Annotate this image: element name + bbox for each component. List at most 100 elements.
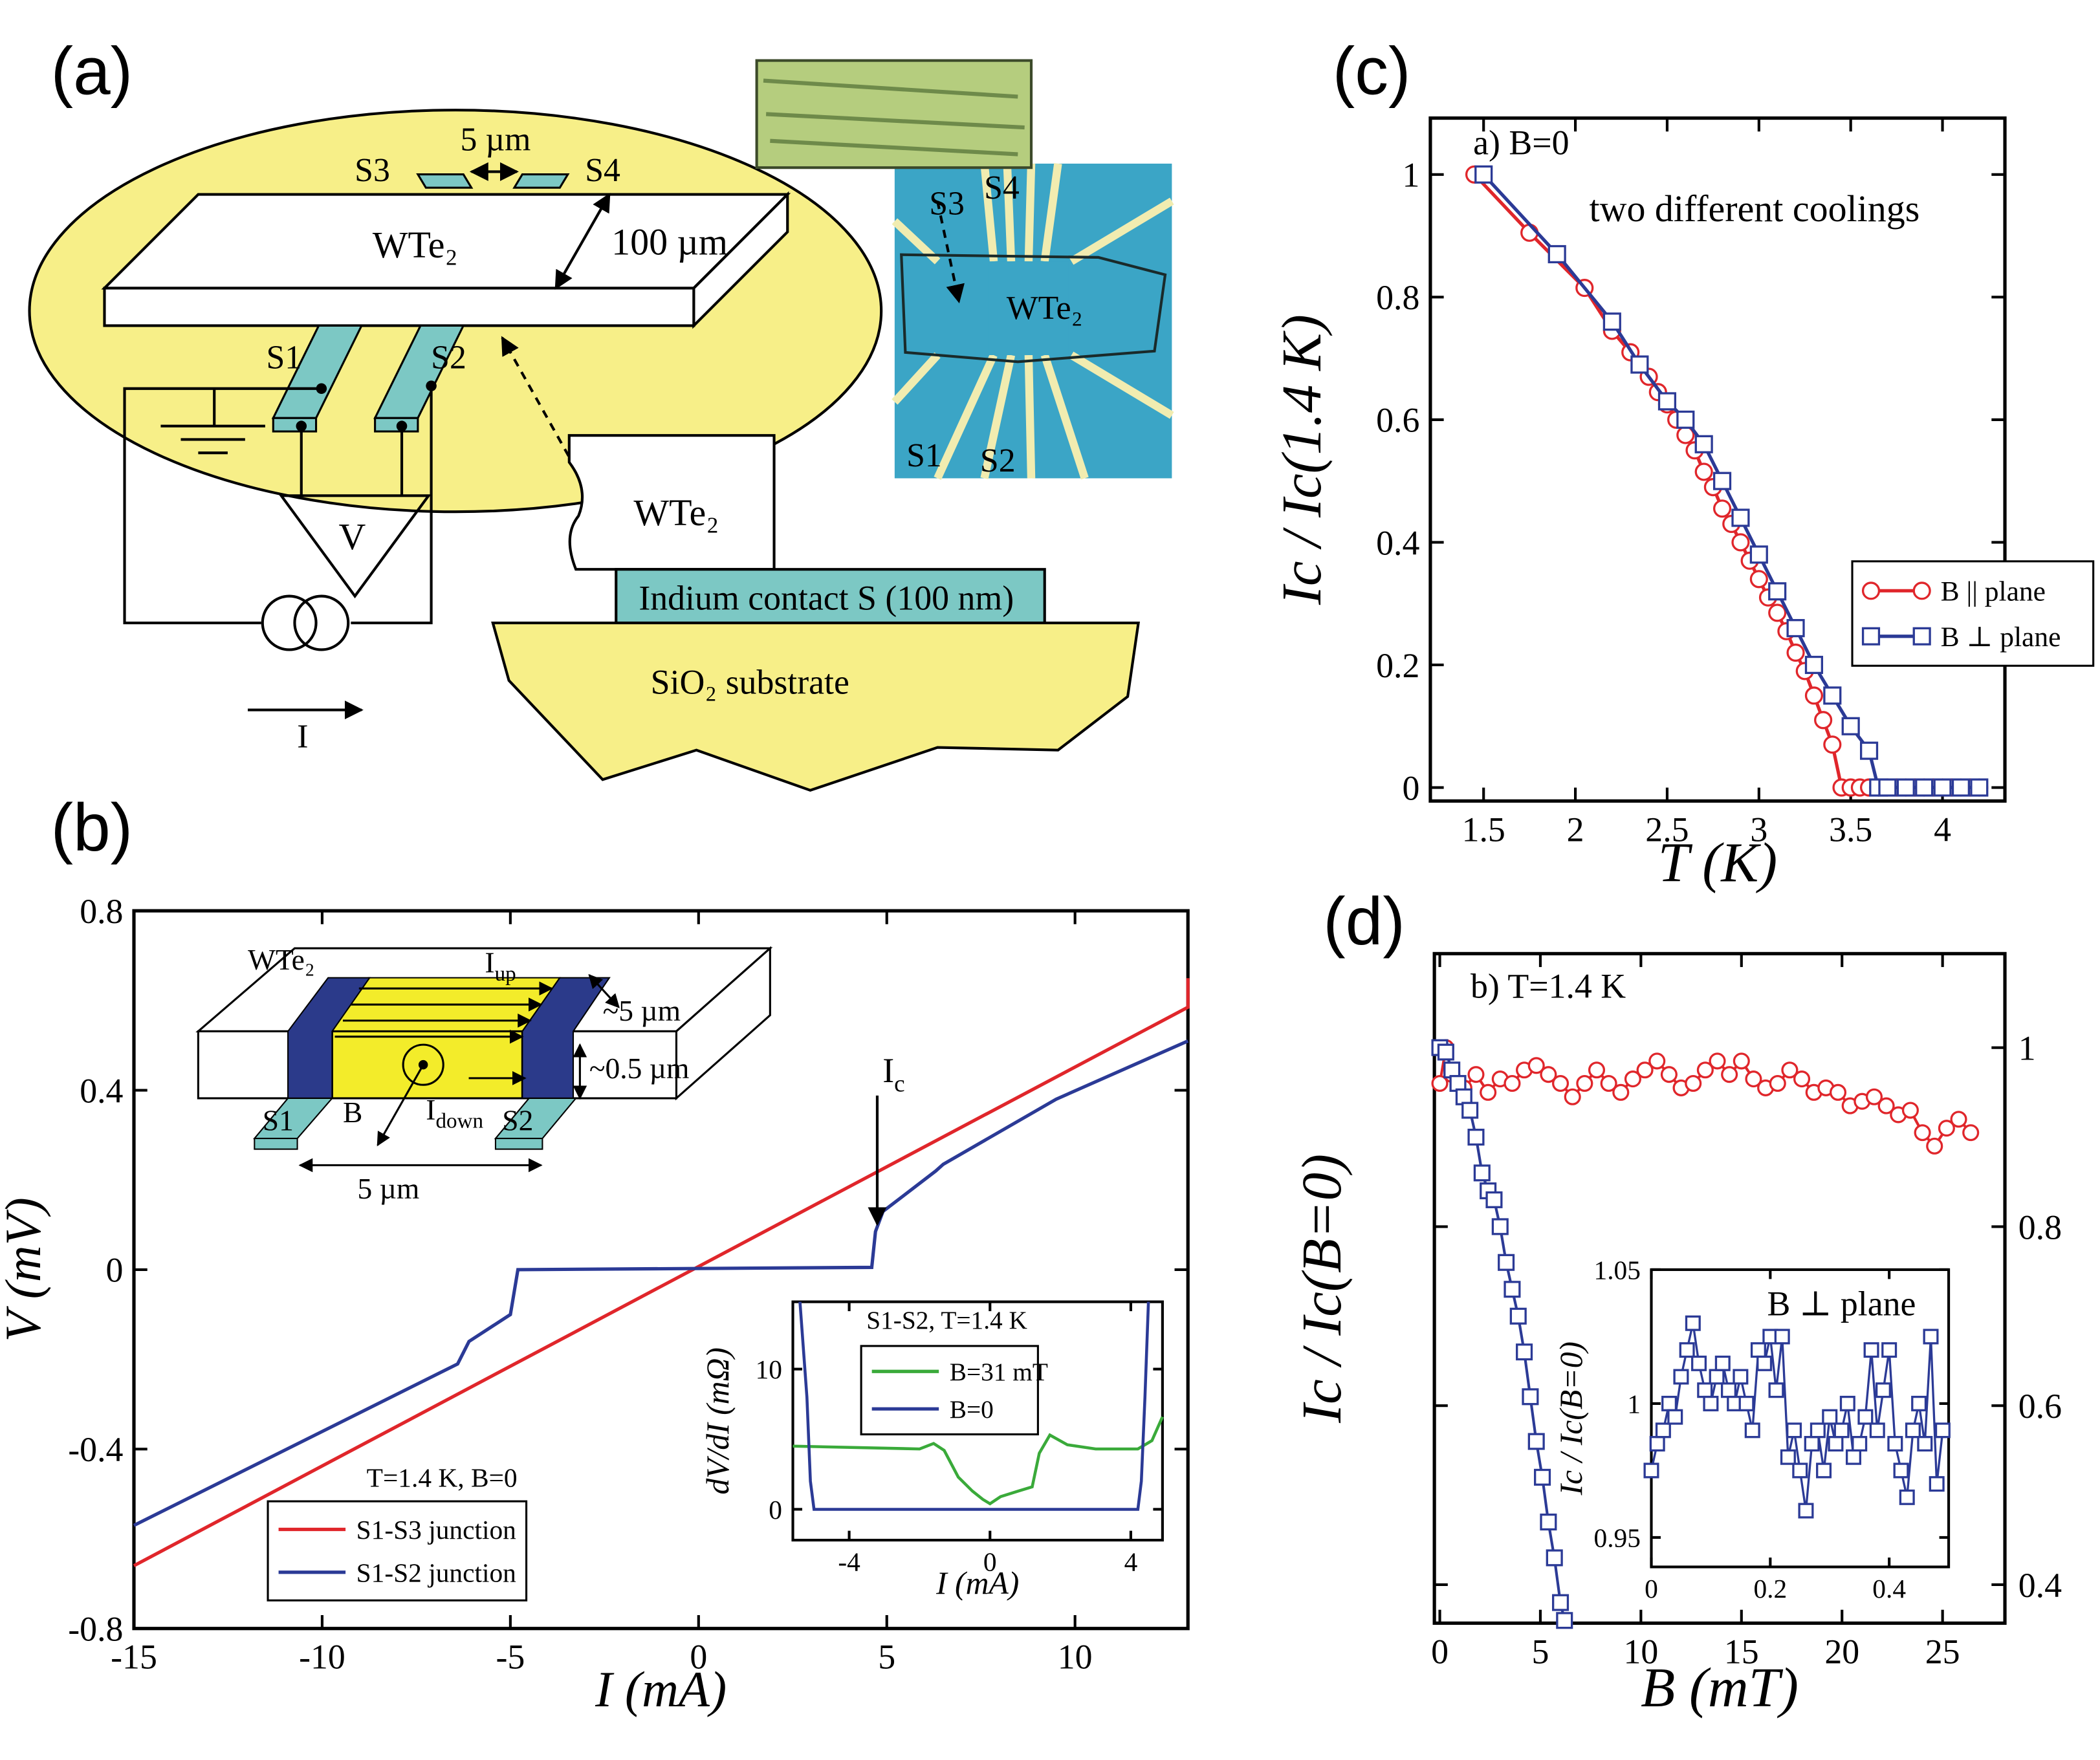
legend-label: S1-S3 junction	[356, 1515, 517, 1545]
data-point	[1786, 619, 1805, 638]
label: S1	[267, 340, 302, 376]
y-tick-label: 0.6	[2018, 1387, 2062, 1426]
data-point	[1721, 1066, 1738, 1083]
label: WTe₂	[633, 492, 719, 534]
data-point	[1522, 1388, 1539, 1406]
data-point	[1899, 1489, 1915, 1505]
panel-label: (d)	[1323, 884, 1405, 959]
data-point	[1491, 1218, 1509, 1235]
data-point	[1950, 1111, 1967, 1128]
data-point	[1576, 1074, 1593, 1092]
field-dot	[418, 1059, 428, 1070]
data-point	[1527, 1057, 1545, 1074]
y-tick-label: 0.8	[1376, 278, 1419, 317]
y-tick-label: 0	[106, 1251, 124, 1290]
data-point	[1933, 778, 1952, 797]
y-tick-label: -0.4	[68, 1430, 123, 1469]
data-point	[1786, 1422, 1802, 1439]
x-tick-label: 0	[983, 1547, 997, 1577]
label: Iup	[485, 946, 516, 985]
x-tick-label: 5	[878, 1638, 895, 1677]
data-point	[1709, 1369, 1725, 1385]
data-point	[1676, 410, 1695, 429]
data-point	[1901, 1102, 1919, 1119]
data-point	[1504, 1281, 1521, 1298]
data-point	[1970, 778, 1989, 797]
label: 5 µm	[461, 121, 531, 158]
data-point	[1731, 533, 1750, 552]
y-axis-label: dV/dI (mΩ)	[700, 1347, 736, 1495]
annotation: a) B=0	[1473, 123, 1569, 162]
data-point	[1869, 1422, 1885, 1439]
label-sub: down	[435, 1109, 483, 1133]
data-point	[1685, 1315, 1701, 1331]
data-point	[1859, 741, 1879, 760]
electrode	[272, 417, 318, 433]
label: WTe₂	[1007, 290, 1083, 327]
contact-dot	[296, 420, 307, 431]
y-tick-label: 0.6	[1376, 401, 1419, 440]
substrate	[491, 621, 1141, 792]
x-tick-label: 0.4	[1872, 1574, 1906, 1603]
x-tick-label: 10	[1623, 1632, 1658, 1671]
data-point	[1498, 1254, 1515, 1271]
legend-box	[860, 1345, 1039, 1436]
contact-dot	[426, 380, 437, 391]
data-point	[1648, 1052, 1666, 1070]
legend-label: B=31 mT	[950, 1358, 1048, 1386]
data-point	[1612, 1083, 1630, 1101]
data-point	[1804, 1436, 1820, 1452]
panel-label: (b)	[51, 790, 133, 865]
data-point	[1804, 686, 1824, 705]
current-arrows	[298, 973, 620, 1173]
data-point	[1696, 1061, 1714, 1079]
data-point	[1712, 472, 1732, 490]
data-point	[1804, 655, 1824, 675]
data-point	[1810, 1422, 1826, 1439]
x-tick-label: 0	[690, 1638, 707, 1677]
y-tick-label: 10	[756, 1354, 782, 1384]
legend-label: B ⊥ plane	[1941, 622, 2061, 653]
data-point	[1480, 1083, 1497, 1101]
label: WTe₂	[248, 943, 315, 976]
data-line	[133, 978, 1190, 1567]
label: ~5 µm	[603, 994, 681, 1027]
data-point	[1887, 1436, 1903, 1452]
y-tick-label: 0.4	[80, 1071, 123, 1110]
data-point	[1881, 1342, 1898, 1358]
data-point	[1823, 686, 1842, 705]
x-tick-label: 4	[1934, 810, 1951, 849]
label: I	[426, 1093, 435, 1126]
label: I	[297, 719, 308, 755]
y-tick-label: 1.05	[1594, 1255, 1641, 1285]
label: S1	[906, 437, 942, 474]
data-point	[1934, 1422, 1951, 1439]
data-point	[1697, 1382, 1713, 1398]
data-point	[1823, 735, 1842, 754]
y-tick-label: 0.8	[80, 892, 123, 931]
y-axis-label: V (mV)	[0, 1197, 52, 1342]
data-point	[1768, 603, 1787, 622]
legend-label: B=0	[950, 1395, 994, 1424]
data-point	[1877, 1097, 1895, 1114]
data-point	[1657, 392, 1677, 411]
y-tick-label: 0.4	[1376, 523, 1419, 562]
data-line	[793, 1416, 1164, 1506]
data-point	[1863, 1342, 1879, 1358]
data-point	[1709, 1052, 1726, 1070]
data-line	[798, 1301, 1150, 1511]
annotation-sub: c	[894, 1071, 905, 1098]
y-axis-label: Ic / Ic(B=0)	[1291, 1154, 1353, 1424]
flake-outline	[900, 253, 1167, 364]
annotation-text: I	[882, 1051, 894, 1090]
y-tick-label: 0.2	[1376, 646, 1419, 685]
data-point	[1661, 1395, 1678, 1411]
x-tick-label: 0	[1645, 1574, 1658, 1603]
x-tick-label: 20	[1824, 1632, 1859, 1671]
data-point	[1768, 1382, 1784, 1398]
contact-dot	[316, 383, 327, 395]
label: S4	[585, 152, 620, 189]
data-point	[1829, 1083, 1847, 1101]
x-tick-label: 0.2	[1753, 1574, 1787, 1603]
